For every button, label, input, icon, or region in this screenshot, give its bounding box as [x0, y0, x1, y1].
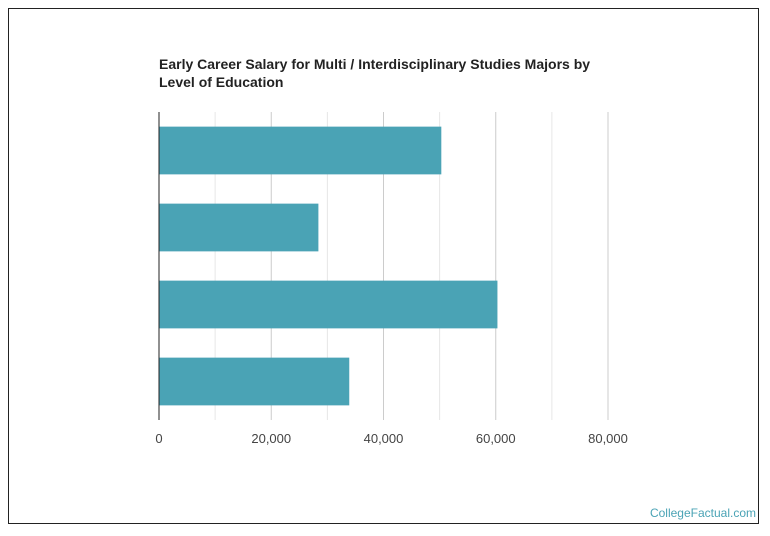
x-tick-label: 40,000: [364, 431, 404, 446]
x-tick-label: 20,000: [251, 431, 291, 446]
bars: [159, 126, 498, 406]
bar: [159, 357, 350, 406]
watermark-link[interactable]: CollegeFactual.com: [649, 506, 756, 520]
bar: [159, 126, 442, 175]
bar: [159, 280, 498, 329]
bar: [159, 203, 319, 252]
x-tick-label: 80,000: [588, 431, 628, 446]
x-tick-label: 60,000: [476, 431, 516, 446]
x-axis-tick-labels: 0 20,000 40,000 60,000 80,000: [155, 431, 628, 446]
chart-title: Early Career Salary for Multi / Interdis…: [159, 56, 591, 90]
x-tick-label: 0: [155, 431, 162, 446]
